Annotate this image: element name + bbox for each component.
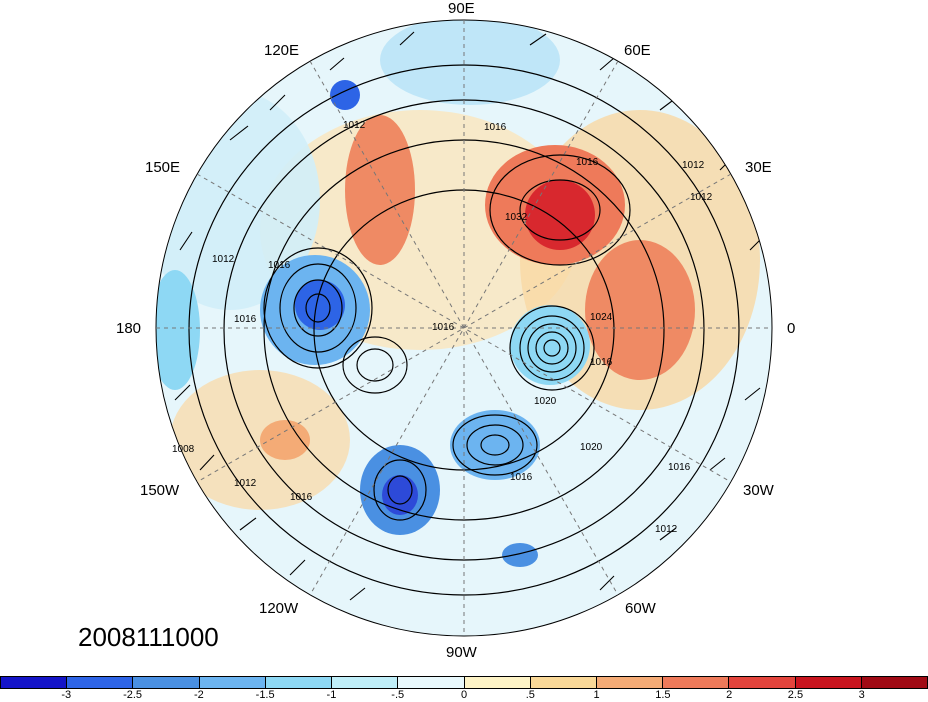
- isobar-label: 1016: [290, 492, 313, 503]
- cold-core: [156, 270, 200, 390]
- date-stamp: 2008111000: [78, 622, 219, 652]
- lon-label-150e: 150E: [145, 159, 181, 176]
- colorbar-tick-label: 2: [726, 689, 733, 701]
- warm-core: [260, 420, 310, 460]
- lon-label-30w: 30W: [743, 482, 774, 499]
- colorbar-segment: [596, 677, 664, 688]
- isobar-label: 1012: [682, 160, 705, 171]
- lon-label-120e: 120E: [264, 42, 300, 59]
- colorbar-tick-label: 1: [593, 689, 600, 701]
- cool-anomaly-region: [380, 20, 560, 105]
- colorbar-tick-label: -1.5: [255, 689, 275, 701]
- colorbar-tick-label: -1: [326, 689, 337, 701]
- colorbar-segment: [133, 677, 200, 688]
- warm-core: [345, 115, 415, 265]
- isobar-label: 1032: [505, 212, 528, 223]
- isobar-label: 1016: [576, 157, 599, 168]
- colorbar-segment: [795, 677, 862, 688]
- isobar-label: 1024: [590, 312, 613, 323]
- colorbar-segment: [464, 677, 531, 688]
- lon-label-0: 0: [787, 320, 796, 337]
- colorbar-tick-label: 0: [460, 689, 468, 701]
- colorbar-tick-label: -2.5: [123, 689, 143, 701]
- colorbar-segment: [530, 677, 597, 688]
- cold-core: [510, 305, 590, 385]
- colorbar-segment: [332, 677, 399, 688]
- warm-core: [585, 240, 695, 380]
- isobar-label: 1016: [510, 472, 533, 483]
- isobar-label: 1012: [234, 478, 257, 489]
- lon-label-120w: 120W: [259, 600, 299, 617]
- isobar-label: 1016: [668, 462, 691, 473]
- lon-label-180: 180: [116, 320, 142, 337]
- isobar-label: 1012: [212, 254, 235, 265]
- colorbar-tick-label: -3: [61, 689, 72, 701]
- colorbar-segment: [861, 677, 928, 688]
- colorbar-segment: [729, 677, 796, 688]
- isobar-label: 1016: [234, 314, 257, 325]
- lon-label-90w: 90W: [446, 644, 477, 661]
- lon-label-150w: 150W: [140, 482, 180, 499]
- isobar-label: 1008: [172, 444, 195, 455]
- lon-label-30e: 30E: [745, 159, 772, 176]
- colorbar-segment: [67, 677, 134, 688]
- colorbar-segment: [265, 677, 333, 688]
- colorbar-tick-label: .5: [525, 689, 535, 701]
- colorbar-tick-label: 3: [858, 689, 865, 701]
- colorbar-segment: [199, 677, 266, 688]
- cold-core: [450, 410, 540, 480]
- isobar-label: 1016: [484, 122, 507, 133]
- isobar-label: 1016: [432, 322, 455, 333]
- lon-label-60w: 60W: [625, 600, 656, 617]
- colorbar-segment: [398, 677, 465, 688]
- lon-label-90e: 90E: [448, 0, 475, 17]
- isobar-label: 1012: [690, 192, 713, 203]
- colorbar-tick-label: -.5: [391, 689, 405, 701]
- graticule: [156, 20, 772, 636]
- cold-core: [330, 80, 360, 110]
- colorbar: [0, 676, 928, 689]
- cold-core: [295, 280, 345, 330]
- colorbar-segment: [1, 677, 68, 688]
- isobar-label: 1012: [343, 120, 366, 131]
- colorbar-segment: [663, 677, 730, 688]
- warm-core: [525, 180, 595, 250]
- isobar-label: 1020: [580, 442, 603, 453]
- colorbar-tick-label: -2: [193, 689, 204, 701]
- isobar-label: 1020: [534, 396, 557, 407]
- isobar-label: 1016: [268, 260, 291, 271]
- cold-core: [382, 475, 418, 515]
- isobar-label: 1012: [655, 524, 678, 535]
- isobar-label: 1016: [590, 357, 613, 368]
- lon-label-60e: 60E: [624, 42, 651, 59]
- colorbar-tick-label: 1.5: [655, 689, 671, 701]
- colorbar-tick-label: 2.5: [787, 689, 804, 701]
- cold-core: [502, 543, 538, 567]
